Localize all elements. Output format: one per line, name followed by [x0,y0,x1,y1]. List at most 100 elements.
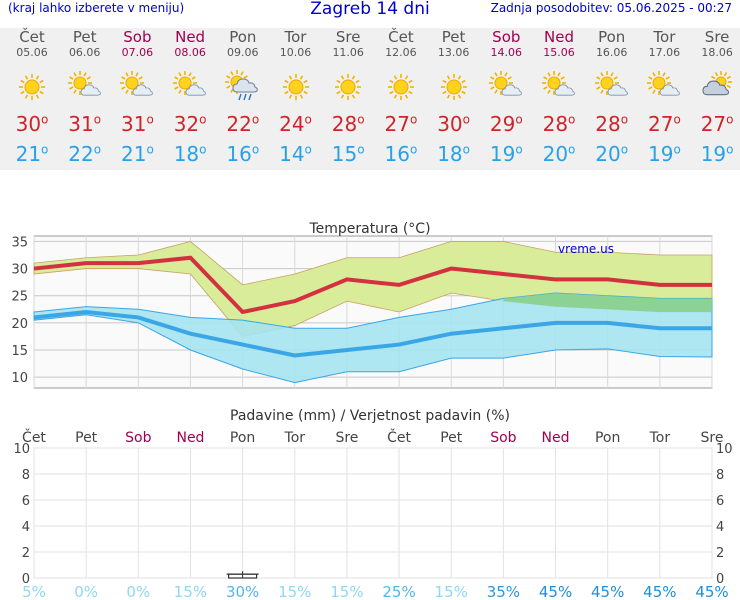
day-date: 08.06 [174,46,206,59]
x-tick-label: Tor [284,430,306,446]
x-tick-label: Čet [387,428,411,446]
precip-probability-label: 25% [382,583,415,600]
max-temp: 24o [279,112,312,136]
precip-probability-label: 35% [487,583,520,600]
y-tick-label: 8 [22,468,30,483]
y-tick-label: 20 [11,317,28,332]
temp-chart-title: Temperatura (°C) [308,221,430,237]
sunny-icon [428,70,480,104]
day-column: Ned 15.06 28o 20o [533,28,585,166]
day-column: Čet 12.06 27o 16o [375,28,427,166]
y-tick-label: 6 [22,494,30,509]
y-tick-label-right: 8 [716,468,724,483]
day-name: Čet [19,28,45,46]
x-tick-label: Pet [440,430,463,446]
last-update-text: Zadnja posodobitev: 05.06.2025 - 00:27 [490,1,732,15]
y-tick-label: 30 [11,263,28,278]
day-date: 09.06 [227,46,259,59]
y-tick-label: 2 [22,546,30,561]
x-tick-label: Pet [75,430,98,446]
day-name: Ned [175,28,206,46]
max-temp-line [33,255,712,315]
max-temp: 29o [489,112,523,136]
x-tick-label: Pon [230,430,255,446]
precip-probability-label: 30% [226,583,259,600]
partly-cloudy-icon [111,70,163,104]
precip-probability-label: 45% [695,583,728,600]
day-column: Sob 14.06 29o 19o [480,28,532,166]
min-range-band [33,292,713,384]
max-temp: 30o [15,112,49,136]
cloudy-icon [691,70,740,104]
max-temp: 31o [68,112,102,136]
location-menu-hint[interactable]: (kraj lahko izberete v meniju) [8,1,185,15]
day-name: Pet [441,28,466,46]
rain-showers-icon [217,70,269,104]
max-temp: 27o [384,112,418,136]
partly-cloudy-icon [638,70,690,104]
day-date: 16.06 [595,46,628,59]
precip-probability-label: 15% [435,583,468,600]
min-temp-line [33,309,712,358]
day-date: 06.06 [68,46,101,59]
min-temp: 16o [226,142,260,166]
day-column: Ned 08.06 32o 18o [164,28,216,166]
day-date: 05.06 [16,46,48,59]
y-tick-label-right: 2 [716,546,724,561]
x-tick-label: Sob [490,430,516,446]
min-temp: 19o [700,142,734,166]
min-temp: 18o [173,142,207,166]
max-temp: 27o [647,112,681,136]
x-tick-label: Čet [22,428,46,446]
min-temp: 14o [279,142,312,166]
range-overlap [503,293,712,312]
min-temp: 19o [647,142,681,166]
min-temp: 22o [68,142,102,166]
partly-cloudy-icon [533,70,585,104]
partly-cloudy-icon [164,70,216,104]
y-tick-label: 10 [13,442,30,457]
precip-probability-label: 0% [126,583,150,600]
min-temp: 20o [542,142,576,166]
y-tick-label: 4 [22,520,30,535]
precip-probability-label: 45% [643,583,676,600]
x-tick-label: Pon [595,430,620,446]
precip-probability-label: 15% [330,583,363,600]
y-tick-label: 35 [11,235,28,250]
y-tick-label-right: 4 [716,520,724,535]
precip-probability-label: 15% [278,583,311,600]
y-tick-label: 25 [11,290,28,305]
day-name: Pet [72,28,97,46]
day-date: 15.06 [543,46,575,59]
day-date: 11.06 [332,46,364,59]
max-temp: 22o [226,112,260,136]
max-temp: 28o [331,112,365,136]
day-name: Tor [653,28,676,46]
max-temp: 28o [595,112,629,136]
x-tick-label: Tor [649,430,671,446]
precip-probability-label: 5% [22,583,46,600]
day-name: Pon [229,28,257,46]
watermark: vreme.us [558,242,614,256]
day-name: Tor [284,28,307,46]
day-name: Sob [492,28,521,46]
y-tick-label-right: 6 [716,494,724,509]
day-name: Sre [335,28,361,46]
x-tick-label: Ned [176,430,204,446]
day-date: 14.06 [490,46,523,59]
partly-cloudy-icon [586,70,638,104]
x-tick-label: Sre [701,430,724,446]
x-tick-label: Sre [335,430,358,446]
min-temp: 15o [331,142,365,166]
day-column: Pet 13.06 30o 18o [428,28,480,166]
max-temp: 30o [437,112,470,136]
sunny-icon [6,70,58,104]
day-column: Tor 10.06 24o 14o [270,28,322,166]
day-column: Sre 18.06 27o 19o [691,28,740,166]
sunny-icon [375,70,427,104]
min-temp: 16o [384,142,418,166]
min-temp: 20o [595,142,629,166]
precip-plot-area [33,447,713,579]
max-temp: 27o [700,112,734,136]
day-column: Sob 07.06 31o 21o [111,28,163,166]
